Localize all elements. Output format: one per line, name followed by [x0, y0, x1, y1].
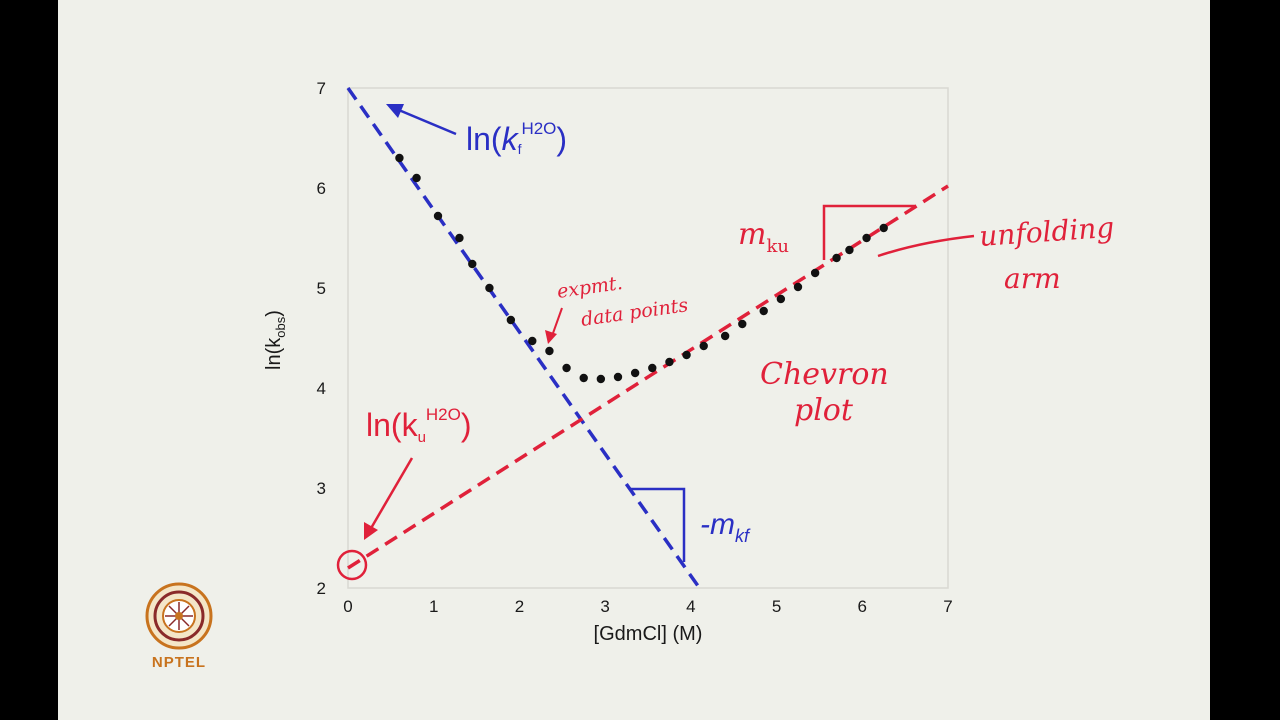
data-point: [596, 374, 606, 384]
unfolding-arm-label-line2: arm: [1004, 262, 1061, 295]
x-tick-label: 1: [429, 597, 438, 616]
x-tick-label: 3: [600, 597, 609, 616]
data-points-arrowhead: [545, 330, 557, 344]
folding-arm-line: [346, 86, 701, 590]
mkf-slope-triangle: [630, 487, 686, 562]
ku-arrowhead: [364, 522, 378, 540]
x-tick-label: 5: [772, 597, 781, 616]
x-tick-label: 2: [515, 597, 524, 616]
nptel-logo: NPTEL: [136, 578, 222, 674]
mku-slope-triangle: [822, 204, 916, 260]
chevron-plot-label-line1: Chevron: [760, 357, 889, 392]
data-point: [665, 357, 674, 367]
ku-intercept-circle: [336, 549, 368, 581]
data-point: [759, 306, 768, 316]
kf-arrowhead: [386, 104, 404, 118]
data-point: [613, 372, 623, 382]
data-point: [485, 283, 494, 293]
data-points-label-line1: expmt.: [556, 272, 624, 303]
data-point: [810, 268, 820, 278]
nptel-emblem-icon: [145, 582, 213, 650]
mku-slope-label: mku: [738, 217, 789, 257]
data-point: [562, 363, 571, 373]
data-point: [433, 211, 443, 221]
data-point: [648, 363, 657, 373]
x-tick-label: 6: [858, 597, 867, 616]
data-point: [832, 253, 841, 263]
data-point: [879, 223, 888, 233]
ku-arrow: [368, 457, 414, 531]
chevron-plot-label-line2: plot: [794, 393, 854, 428]
chevron-plot-chart: 0 1 2 3 4 5 6 7 2 3 4 5 6 7 ln(kobs) [GdmCl] (M) ln(k…: [263, 79, 1115, 645]
data-point: [699, 341, 708, 351]
data-point: [395, 153, 404, 163]
kf-intercept-label: ln(kfH2O): [466, 119, 567, 157]
data-point: [862, 233, 871, 243]
slide: 0 1 2 3 4 5 6 7 2 3 4 5 6 7 ln(kobs) [GdmCl] (M) ln(k…: [58, 0, 1210, 720]
data-points: [395, 153, 888, 384]
nptel-logo-text: NPTEL: [151, 654, 207, 671]
data-point: [455, 233, 464, 243]
x-tick-label: 0: [343, 597, 352, 616]
unfolding-arm-line: [347, 184, 949, 570]
data-point: [528, 336, 537, 346]
y-tick-label: 3: [317, 479, 326, 498]
kf-arrow: [393, 106, 457, 136]
unfolding-arm-label-line1: unfolding: [978, 211, 1115, 253]
data-point: [545, 346, 554, 356]
data-point: [579, 373, 588, 383]
y-tick-label: 5: [317, 279, 326, 298]
data-points-arrow: [551, 307, 563, 337]
x-tick-label: 7: [943, 597, 952, 616]
data-point: [630, 368, 640, 378]
y-tick-label: 2: [317, 579, 326, 598]
data-point: [793, 282, 803, 292]
data-point: [506, 315, 516, 325]
data-point: [468, 259, 477, 269]
ku-intercept-label: ln(kuH2O): [366, 405, 472, 446]
y-axis-title: ln(kobs): [263, 310, 288, 370]
data-point: [682, 350, 691, 360]
unfolding-arm-pointer: [877, 234, 975, 258]
plot-area-frame: [347, 87, 949, 589]
x-axis-title: [GdmCl] (M): [594, 623, 703, 645]
y-tick-label: 6: [317, 179, 326, 198]
data-point: [738, 319, 747, 329]
data-point: [412, 173, 421, 183]
y-tick-label: 4: [317, 379, 326, 398]
data-points-label-line2: data points: [580, 294, 690, 331]
y-tick-label: 7: [317, 79, 326, 98]
axis-ticks: 0 1 2 3 4 5 6 7 2 3 4 5 6 7: [317, 79, 953, 616]
data-point: [845, 245, 854, 255]
mkf-slope-label: -mkf: [700, 508, 751, 546]
data-point: [776, 294, 786, 304]
x-tick-label: 4: [686, 597, 695, 616]
data-point: [720, 331, 730, 341]
arm-lines: [346, 86, 949, 590]
